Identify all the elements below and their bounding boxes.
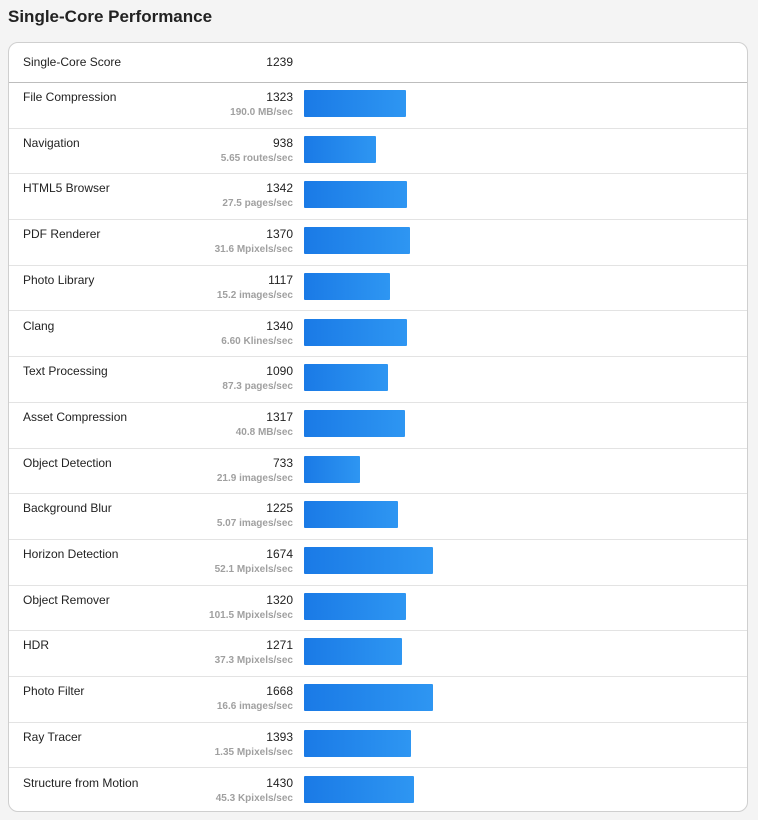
test-score: 1225 (266, 501, 293, 516)
test-score: 938 (272, 135, 293, 150)
score-bar (304, 729, 412, 757)
table-row: HDR 1271 37.3 Mpixels/sec (9, 631, 747, 678)
test-throughput: 52.1 Mpixels/sec (214, 564, 293, 575)
test-score: 1668 (266, 684, 293, 699)
test-name: File Compression (23, 90, 117, 104)
score-bar (304, 592, 406, 620)
test-name: Photo Filter (23, 684, 85, 699)
test-name: Background Blur (23, 501, 112, 516)
test-throughput: 87.3 pages/sec (222, 381, 293, 393)
table-row: Ray Tracer 1393 1.35 Mpixels/sec (9, 723, 747, 769)
test-score: 1320 (266, 592, 293, 607)
test-name: Text Processing (23, 364, 108, 379)
summary-label: Single-Core Score (23, 55, 122, 69)
score-bar (304, 409, 406, 437)
test-throughput: 1.35 Mpixels/sec (214, 746, 293, 758)
table-row: Background Blur 1225 5.07 images/sec (9, 494, 747, 540)
test-score: 1317 (266, 409, 293, 424)
test-score: 1430 (266, 775, 293, 790)
score-bar (304, 318, 408, 346)
test-throughput: 31.6 Mpixels/sec (214, 244, 293, 256)
score-bar (304, 501, 399, 529)
score-bar (304, 90, 406, 117)
results-card: Single-Core Score 1239 File Compression 1… (8, 42, 748, 812)
test-throughput: 27.5 pages/sec (222, 198, 293, 210)
summary-row: Single-Core Score 1239 (9, 43, 747, 83)
table-row: Navigation 938 5.65 routes/sec (9, 129, 747, 175)
table-row: Asset Compression 1317 40.8 MB/sec (9, 403, 747, 449)
table-row: Object Remover 1320 101.5 Mpixels/sec (9, 586, 747, 632)
test-name: Asset Compression (23, 409, 128, 424)
score-bar (304, 272, 391, 300)
table-row: Clang 1340 6.60 Klines/sec (9, 312, 747, 358)
test-score: 1674 (266, 547, 293, 561)
test-name: HTML5 Browser (23, 181, 110, 196)
table-row: HTML5 Browser 1342 27.5 pages/sec (9, 174, 747, 221)
test-throughput: 45.3 Kpixels/sec (215, 792, 293, 804)
score-bar (304, 227, 410, 255)
test-throughput: 40.8 MB/sec (235, 426, 293, 438)
test-score: 1271 (266, 638, 293, 653)
test-name: Object Remover (23, 592, 110, 607)
table-row: Object Detection 733 21.9 images/sec (9, 449, 747, 495)
score-bar (304, 775, 415, 803)
test-score: 1393 (266, 729, 293, 744)
test-name: Clang (23, 318, 55, 333)
test-name: Horizon Detection (23, 547, 119, 561)
test-throughput: 21.9 images/sec (216, 472, 293, 484)
test-name: Navigation (23, 135, 80, 150)
test-score: 1323 (266, 90, 293, 104)
test-score: 1340 (266, 318, 293, 333)
page-title: Single-Core Performance (8, 7, 213, 26)
score-bar (304, 638, 402, 666)
test-throughput: 5.65 routes/sec (220, 152, 293, 164)
test-name: Object Detection (23, 455, 112, 470)
test-name: Ray Tracer (23, 729, 82, 744)
test-throughput: 190.0 MB/sec (230, 107, 293, 118)
test-score: 1342 (266, 181, 293, 196)
table-row: Photo Filter 1668 16.6 images/sec (9, 677, 747, 723)
table-row: Photo Library 1117 15.2 images/sec (9, 266, 747, 312)
score-bar (304, 135, 377, 163)
test-name: Photo Library (23, 272, 95, 287)
score-bar (304, 547, 433, 574)
table-row: Text Processing 1090 87.3 pages/sec (9, 357, 747, 403)
score-bar (304, 181, 408, 209)
test-throughput: 16.6 images/sec (216, 701, 293, 713)
test-score: 1117 (268, 272, 293, 287)
test-throughput: 15.2 images/sec (216, 289, 293, 301)
test-throughput: 37.3 Mpixels/sec (214, 655, 293, 667)
test-score: 1370 (266, 227, 293, 242)
test-score: 733 (272, 455, 293, 470)
test-name: Structure from Motion (23, 775, 139, 790)
table-row: File Compression 1323 190.0 MB/sec (9, 83, 747, 129)
score-bar (304, 364, 388, 392)
table-row: Structure from Motion 1430 45.3 Kpixels/se… (9, 769, 747, 812)
test-score: 1090 (266, 364, 293, 379)
test-throughput: 5.07 images/sec (216, 518, 293, 530)
test-throughput: 6.60 Klines/sec (221, 335, 293, 347)
table-row: PDF Renderer 1370 31.6 Mpixels/sec (9, 220, 747, 266)
test-name: HDR (23, 638, 49, 653)
table-row: Horizon Detection 1674 52.1 Mpixels/sec (9, 540, 747, 586)
summary-score: 1239 (266, 55, 293, 69)
test-throughput: 101.5 Mpixels/sec (209, 609, 293, 621)
score-bar (304, 684, 433, 712)
test-name: PDF Renderer (23, 227, 101, 242)
score-bar (304, 455, 361, 483)
